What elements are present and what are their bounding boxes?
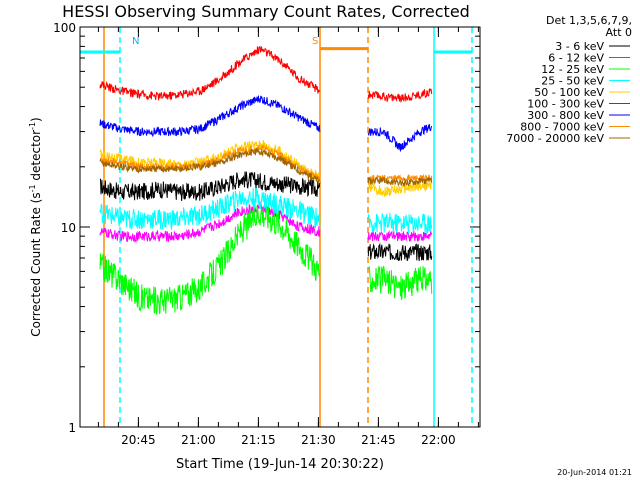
series-line <box>99 171 321 201</box>
y-axis-label-superscript: -1 <box>28 122 37 130</box>
series-line <box>367 242 433 262</box>
plot-frame <box>79 26 481 428</box>
chart-title: HESSI Observing Summary Count Rates, Cor… <box>62 2 470 21</box>
y-tick-label: 10 <box>61 221 76 235</box>
y-tick-label: 100 <box>53 21 76 35</box>
x-axis-label: Start Time (19-Jun-14 20:30:22) <box>176 457 384 472</box>
series-line <box>99 188 321 230</box>
series-line <box>367 265 433 301</box>
legend-label: 50 - 100 keV <box>534 86 604 99</box>
series-line <box>99 95 321 138</box>
legend-label: 6 - 12 keV <box>548 52 604 65</box>
series-layer <box>99 46 433 316</box>
axis-ticks-layer: 1 10 100 20:45 21:00 21:15 21:30 21:45 22:00 <box>53 21 480 447</box>
y-axis-label-part: ) <box>29 117 43 122</box>
y-tick-label: 1 <box>68 421 76 435</box>
legend-label: 3 - 6 keV <box>555 40 604 53</box>
legend-header-attenuator: Att 0 <box>606 26 632 39</box>
x-tick-label: 20:45 <box>121 433 156 447</box>
series-line <box>99 204 321 316</box>
legend-label: 100 - 300 keV <box>527 98 604 111</box>
legend-label: 300 - 800 keV <box>527 109 604 122</box>
state-annotation: S <box>312 36 318 47</box>
date-stamp: 20-Jun-2014 01:21 <box>557 468 632 477</box>
legend-header-detectors: Det 1,3,5,6,7,9, <box>546 14 632 27</box>
legend-label: 25 - 50 keV <box>541 75 604 88</box>
series-line <box>367 176 433 187</box>
series-line <box>367 123 433 152</box>
series-line <box>368 173 433 183</box>
y-axis-label-part: detector <box>29 130 43 185</box>
series-line <box>99 201 321 243</box>
series-line <box>367 88 433 103</box>
series-line <box>367 212 433 235</box>
y-axis-label-part: Corrected Count Rate (s <box>29 192 43 336</box>
x-tick-label: 21:45 <box>361 433 396 447</box>
x-tick-label: 22:00 <box>421 433 456 447</box>
series-line <box>367 180 433 197</box>
series-line <box>99 147 321 183</box>
x-tick-label: 21:30 <box>301 433 336 447</box>
legend-label: 12 - 25 keV <box>541 63 604 76</box>
y-axis-label-superscript: -1 <box>28 184 37 192</box>
legend-label: 7000 - 20000 keV <box>506 132 604 145</box>
state-annotation: N <box>132 36 139 47</box>
y-axis-label: Corrected Count Rate (s-1 detector-1) <box>28 117 43 336</box>
x-tick-label: 21:15 <box>241 433 276 447</box>
legend-label: 800 - 7000 keV <box>520 121 604 134</box>
x-tick-label: 21:00 <box>181 433 216 447</box>
series-line <box>367 230 433 242</box>
series-line <box>99 46 321 101</box>
